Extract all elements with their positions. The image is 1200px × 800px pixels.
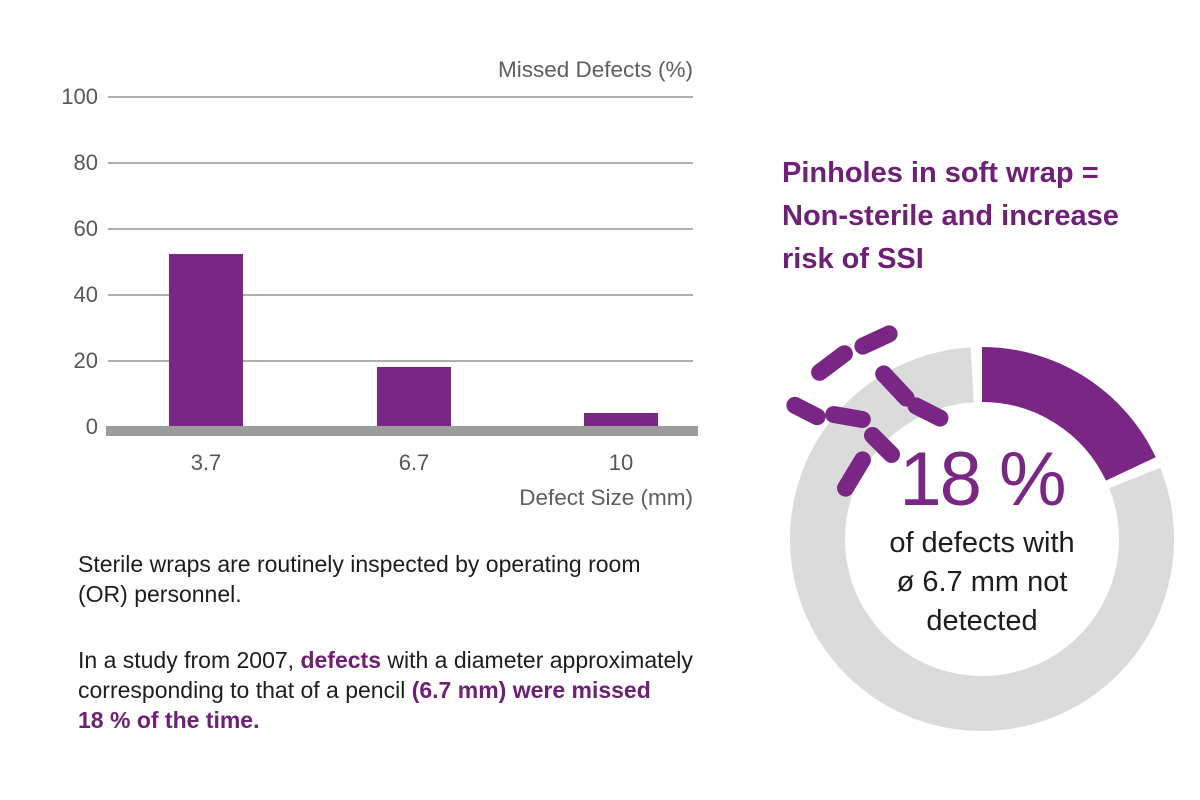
- bar-chart-baseline: [106, 426, 698, 436]
- text-line: corresponding to that of a pencil (6.7 m…: [78, 677, 651, 703]
- donut-segment-detected: [790, 347, 1174, 731]
- bacterium-rod: [837, 451, 871, 497]
- text-line: Sterile wraps are routinely inspected by…: [78, 551, 641, 577]
- right-panel-heading: Pinholes in soft wrap = Non-sterile and …: [782, 157, 1119, 275]
- y-axis-tick-label: 60: [73, 216, 98, 241]
- gridline: [108, 360, 693, 362]
- bacterium-rod: [864, 427, 900, 463]
- x-axis-tick-label: 3.7: [190, 450, 222, 475]
- y-axis-tick-label: 20: [73, 348, 98, 373]
- x-axis-tick-label: 6.7: [398, 450, 430, 475]
- y-axis-tick-label: 100: [61, 84, 98, 109]
- gridline: [108, 228, 693, 230]
- bar-3.7mm: [169, 254, 243, 426]
- text-line: (OR) personnel.: [78, 581, 242, 607]
- bacterium-rod: [907, 397, 949, 427]
- gridline: [108, 162, 693, 164]
- intro-paragraph: Sterile wraps are routinely inspected by…: [78, 549, 728, 609]
- donut-segment-not-detected: [981, 347, 1156, 482]
- bar-chart-title: Missed Defects (%): [497, 57, 693, 82]
- donut-ring: [790, 347, 1174, 731]
- x-axis-tick-label: 10: [608, 450, 634, 475]
- y-axis-tick-label: 40: [73, 282, 98, 307]
- bar-chart-x-axis-title: Defect Size (mm): [519, 485, 693, 510]
- y-axis-tick-label: 0: [85, 414, 98, 439]
- donut-chart: [786, 325, 1174, 731]
- study-paragraph: In a study from 2007, defects with a dia…: [78, 645, 728, 735]
- bacterium-rod: [825, 406, 871, 428]
- bacterium-rod: [854, 325, 898, 355]
- bar-6.7mm: [377, 366, 451, 426]
- donut-center-caption: of defects with ø 6.7 mm not detected: [889, 527, 1075, 637]
- gridline: [108, 294, 693, 296]
- bacterium-rod: [811, 345, 853, 381]
- text-line: 18 % of the time.: [78, 707, 260, 733]
- bacterium-rod: [875, 365, 915, 407]
- bacterium-rod: [786, 396, 826, 426]
- bar-chart: Missed Defects (%) 0 20 40 60 80 100 3.7 6.7 10…: [0, 0, 760, 540]
- bar-10mm: [584, 412, 658, 426]
- gridline: [108, 96, 693, 98]
- text-line: In a study from 2007, defects with a dia…: [78, 647, 693, 673]
- bacteria-icon: [786, 325, 949, 497]
- donut-center-value: 18 %: [899, 437, 1066, 522]
- y-axis-tick-label: 80: [73, 150, 98, 175]
